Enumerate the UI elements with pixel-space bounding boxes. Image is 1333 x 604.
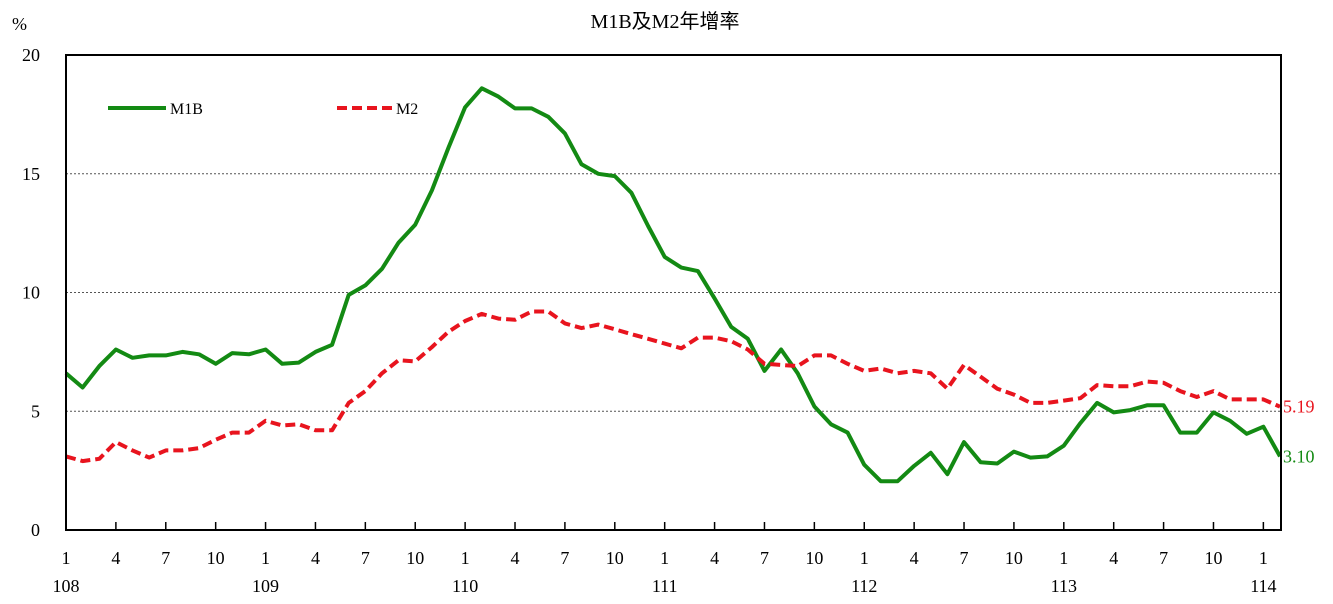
x-month-label: 1	[660, 548, 669, 568]
y-tick-label: 10	[22, 283, 40, 303]
x-month-label: 10	[606, 548, 624, 568]
x-month-label: 10	[805, 548, 823, 568]
legend-label-m1b: M1B	[170, 101, 203, 118]
x-year-label: 111	[652, 576, 678, 596]
legend: M1B M2	[108, 101, 418, 118]
x-year-label: 114	[1250, 576, 1276, 596]
x-year-label: 113	[1051, 576, 1077, 596]
x-month-label: 4	[511, 548, 520, 568]
x-month-label: 4	[710, 548, 719, 568]
plot-area-frame	[65, 54, 1282, 531]
x-month-label: 1	[860, 548, 869, 568]
x-month-label: 4	[311, 548, 320, 568]
series-layer	[64, 86, 1282, 484]
x-month-label: 10	[1005, 548, 1023, 568]
x-year-label: 110	[452, 576, 478, 596]
x-year-label: 109	[252, 576, 279, 596]
end-value-label-m1b: 3.10	[1283, 446, 1315, 466]
x-month-label: 1	[1059, 548, 1068, 568]
x-month-label: 10	[406, 548, 424, 568]
x-month-label: 10	[1204, 548, 1222, 568]
x-month-label: 10	[207, 548, 225, 568]
x-month-label: 4	[111, 548, 120, 568]
y-tick-label: 0	[31, 520, 40, 540]
chart-title: M1B及M2年增率	[591, 10, 740, 33]
x-month-label: 1	[461, 548, 470, 568]
x-month-label: 7	[361, 548, 370, 568]
gridlines	[66, 173, 1281, 412]
y-tick-label: 20	[22, 45, 40, 65]
x-month-label: 7	[161, 548, 170, 568]
x-month-label: 1	[261, 548, 270, 568]
x-month-label: 1	[62, 548, 71, 568]
x-month-label: 7	[1159, 548, 1168, 568]
x-month-label: 7	[960, 548, 969, 568]
series-line-m1b	[64, 86, 1282, 484]
x-year-label: 112	[851, 576, 877, 596]
x-month-label: 7	[760, 548, 769, 568]
y-axis-unit-label: %	[12, 14, 27, 34]
x-year-label: 108	[53, 576, 80, 596]
y-tick-label: 5	[31, 401, 40, 421]
end-value-label-m2: 5.19	[1283, 397, 1315, 417]
x-month-label: 1	[1259, 548, 1268, 568]
end-labels: 3.10 5.19	[1283, 397, 1315, 467]
x-month-label: 4	[910, 548, 919, 568]
legend-label-m2: M2	[396, 101, 418, 118]
x-month-label: 4	[1109, 548, 1118, 568]
x-month-label: 7	[560, 548, 569, 568]
y-tick-label: 15	[22, 164, 40, 184]
series-line-m2	[65, 309, 1281, 464]
